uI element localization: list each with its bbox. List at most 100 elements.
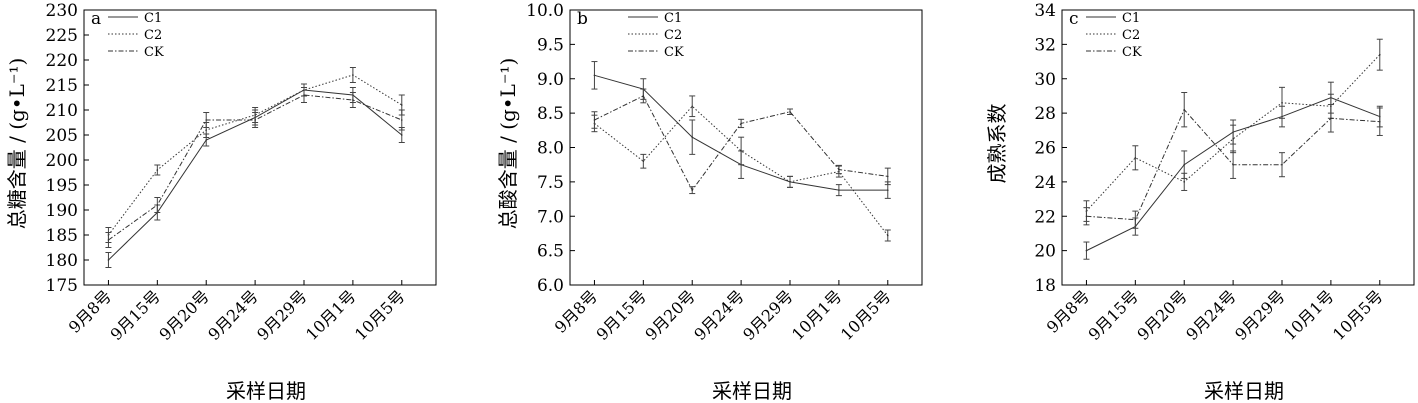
series-ck <box>1083 92 1383 229</box>
x-tick-label: 10月1号 <box>788 286 846 344</box>
x-tick-label: 9月20号 <box>155 286 213 344</box>
data-point <box>642 95 645 97</box>
y-tick-label: 9.0 <box>537 70 564 90</box>
data-point <box>352 99 354 101</box>
y-axis-title: 总酸含量 / (g•L⁻¹) <box>496 58 520 230</box>
y-tick-label: 220 <box>46 51 78 71</box>
y-tick-label: 10.0 <box>526 1 564 21</box>
y-tick-label: 215 <box>46 76 78 96</box>
y-tick-label: 34 <box>1034 1 1056 21</box>
y-axis-title: 总糖含量 / (g•L⁻¹) <box>5 58 29 230</box>
y-tick-label: 20 <box>1034 242 1056 262</box>
data-point <box>691 136 694 138</box>
data-point <box>1330 117 1332 120</box>
y-tick-label: 230 <box>46 1 78 21</box>
data-point <box>400 134 403 136</box>
data-point <box>1183 163 1186 166</box>
y-tick-label: 195 <box>46 176 78 196</box>
y-tick-label: 225 <box>46 26 78 46</box>
legend-label-c1: C1 <box>144 11 162 26</box>
data-point <box>352 74 354 76</box>
data-point <box>156 204 159 206</box>
y-tick-label: 32 <box>1034 35 1056 55</box>
legend-label-ck: CK <box>1122 45 1142 60</box>
y-tick-label: 185 <box>46 226 78 246</box>
data-point <box>886 234 889 237</box>
y-tick-label: 22 <box>1034 207 1056 227</box>
series-ck <box>591 88 891 195</box>
x-tick-label: 10月5号 <box>351 286 409 344</box>
series-c1 <box>591 61 891 199</box>
data-point <box>886 175 889 178</box>
data-point <box>254 119 256 121</box>
data-point <box>1281 102 1283 104</box>
y-tick-label: 30 <box>1034 70 1056 90</box>
data-point <box>400 119 403 121</box>
data-point <box>1183 108 1186 111</box>
x-tick-label: 10月1号 <box>302 286 360 344</box>
data-point <box>838 189 840 191</box>
y-tick-label: 28 <box>1034 104 1056 124</box>
x-tick-label: 9月29号 <box>1231 286 1289 344</box>
legend-label-c2: C2 <box>144 28 162 43</box>
y-tick-label: 6.0 <box>537 276 564 296</box>
legend-label-ck: CK <box>664 45 684 60</box>
data-point <box>789 110 791 113</box>
data-point <box>400 104 403 106</box>
legend-label-c1: C1 <box>664 11 682 26</box>
x-tick-label: 9月15号 <box>106 286 164 344</box>
y-tick-label: 7.5 <box>537 173 564 193</box>
chart-panel-b: 6.06.57.07.58.08.59.09.510.09月8号9月15号9月2… <box>496 1 923 403</box>
x-tick-label: 9月20号 <box>1133 286 1191 344</box>
x-tick-label: 9月24号 <box>690 286 748 344</box>
x-tick-label: 10月5号 <box>837 286 895 344</box>
x-tick-label: 9月29号 <box>739 286 797 344</box>
data-point <box>1232 138 1234 140</box>
plot-frame <box>83 9 437 286</box>
data-point <box>205 129 208 131</box>
y-axis-title: 成熟系数 <box>985 104 1009 184</box>
data-point <box>303 94 305 96</box>
x-tick-label: 9月24号 <box>204 286 262 344</box>
x-tick-label: 9月29号 <box>253 286 311 344</box>
y-tick-label: 175 <box>46 276 78 296</box>
data-point <box>1378 53 1381 56</box>
data-point <box>1378 120 1381 123</box>
data-point <box>205 119 208 121</box>
data-point <box>156 169 159 171</box>
data-point <box>1134 218 1137 221</box>
legend-label-c1: C1 <box>1122 11 1140 26</box>
x-tick-label: 9月20号 <box>641 286 699 344</box>
y-tick-label: 205 <box>46 126 78 146</box>
y-tick-label: 9.5 <box>537 35 564 55</box>
data-point <box>691 189 694 191</box>
x-axis-title: 采样日期 <box>712 379 792 403</box>
x-tick-label: 10月5号 <box>1329 286 1387 344</box>
series-ck <box>105 87 405 248</box>
chart-panel-a: 1751801851901952002052102152202252309月8号… <box>5 1 437 403</box>
y-tick-label: 200 <box>46 151 78 171</box>
data-point <box>886 189 889 191</box>
y-tick-label: 180 <box>46 251 78 271</box>
data-point <box>642 160 645 163</box>
y-tick-label: 6.5 <box>537 242 564 262</box>
data-point <box>789 181 791 183</box>
data-point <box>107 239 110 241</box>
x-tick-label: 9月15号 <box>592 286 650 344</box>
data-point <box>1134 157 1137 159</box>
y-tick-label: 18 <box>1034 276 1056 296</box>
x-tick-label: 9月15号 <box>1084 286 1142 344</box>
x-axis-title: 采样日期 <box>1204 379 1284 403</box>
y-tick-label: 190 <box>46 201 78 221</box>
data-point <box>838 168 840 171</box>
y-tick-label: 8.5 <box>537 104 564 124</box>
panel-label: c <box>1069 9 1079 29</box>
data-point <box>1183 181 1186 183</box>
x-axis-title: 采样日期 <box>226 379 306 403</box>
legend-label-c2: C2 <box>664 28 682 43</box>
data-point <box>1232 163 1234 166</box>
plot-frame <box>569 9 923 286</box>
data-point <box>1085 215 1088 218</box>
panel-label: a <box>91 9 101 29</box>
